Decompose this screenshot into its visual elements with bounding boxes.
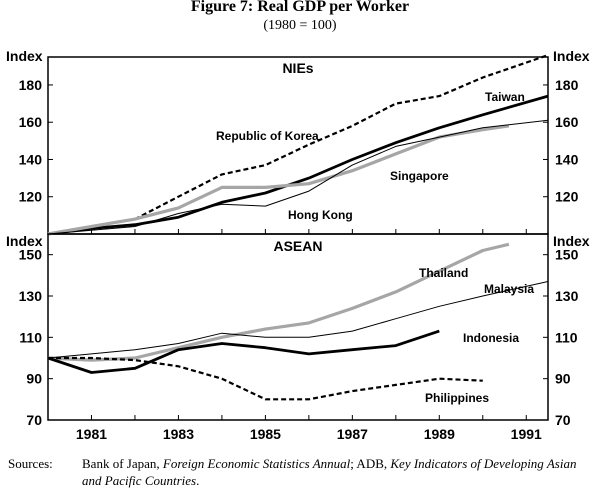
asean-ytick-label-left: 150 [19, 247, 43, 263]
asean-ytick-label-left: 130 [19, 288, 43, 304]
nies-title: NIEs [282, 60, 313, 76]
asean-lines [47, 242, 549, 401]
asean-ytick-label-right: 110 [555, 329, 578, 345]
label-malaysia: Malaysia [484, 282, 534, 296]
nies-ytick-label-right: 140 [555, 151, 579, 167]
sources-part3: . [196, 473, 200, 488]
sources-italic1: Foreign Economic Statistics Annual [162, 456, 351, 471]
label-indonesia: Indonesia [463, 331, 519, 345]
panel-asean: ASEAN Index Index 70 70 90 90 110 110 130 130 15… [6, 233, 590, 428]
label-hongkong: Hong Kong [288, 208, 353, 222]
asean-frame [47, 233, 549, 421]
sources-italic2: Key Indicators of Developing Asian and P… [82, 456, 577, 488]
nies-ytick-label-left: 120 [19, 189, 43, 205]
asean-ytick-label-left: 110 [19, 329, 42, 345]
asean-ytick-label-right: 70 [555, 412, 571, 428]
nies-ytick-label-right: 120 [555, 189, 579, 205]
label-thailand: Thailand [419, 266, 468, 280]
asean-ytick-label-right: 130 [555, 288, 579, 304]
x-tick-label: 1991 [511, 426, 542, 442]
x-tick-label: 1987 [337, 426, 368, 442]
series-line-philippines [48, 356, 483, 401]
x-tick-label: 1985 [250, 426, 281, 442]
series-line-hong-kong [47, 119, 549, 235]
nies-ytick-label-left: 140 [19, 151, 43, 167]
nies-ylabel-right: Index [553, 48, 590, 64]
label-philippines: Philippines [425, 391, 489, 405]
label-korea: Republic of Korea [216, 129, 319, 143]
x-axis-labels: 1981 1983 1985 1987 1989 1991 [76, 426, 542, 442]
sources-part2: ; ADB, [350, 456, 391, 471]
asean-ytick-label-right: 150 [555, 247, 579, 263]
sources-part1: Bank of Japan, [82, 456, 163, 471]
panel-nies: NIEs Index Index 120 120 140 140 160 160 180 18… [6, 48, 590, 236]
label-singapore: Singapore [390, 169, 449, 183]
nies-ylabel-left: Index [6, 48, 43, 64]
asean-ytick-label-right: 90 [555, 371, 571, 387]
x-tick-label: 1989 [424, 426, 455, 442]
label-taiwan: Taiwan [485, 90, 525, 104]
asean-ytick-label-left: 90 [26, 371, 42, 387]
sources-label: Sources: [8, 456, 53, 471]
nies-ytick-label-right: 160 [555, 114, 579, 130]
nies-lines [47, 54, 549, 236]
series-line-malaysia [47, 281, 549, 359]
x-tick-label: 1983 [163, 426, 194, 442]
asean-title: ASEAN [273, 238, 322, 254]
asean-ylabel-left: Index [6, 233, 43, 249]
series-line-indonesia [47, 329, 440, 374]
figure-title: Figure 7: Real GDP per Worker [191, 0, 409, 15]
sources-text: Bank of Japan, Foreign Economic Statisti… [82, 455, 598, 489]
nies-ytick-label-right: 180 [555, 77, 579, 93]
nies-ytick-label-left: 180 [19, 77, 43, 93]
asean-ytick-label-left: 70 [26, 412, 42, 428]
asean-ticks: 70 70 90 90 110 110 130 130 150 150 [19, 247, 579, 428]
figure-subtitle: (1980 = 100) [263, 18, 337, 33]
x-tick-label: 1981 [76, 426, 107, 442]
nies-ytick-label-left: 160 [19, 114, 43, 130]
series-line-thailand [47, 242, 510, 362]
asean-ylabel-right: Index [553, 233, 590, 249]
